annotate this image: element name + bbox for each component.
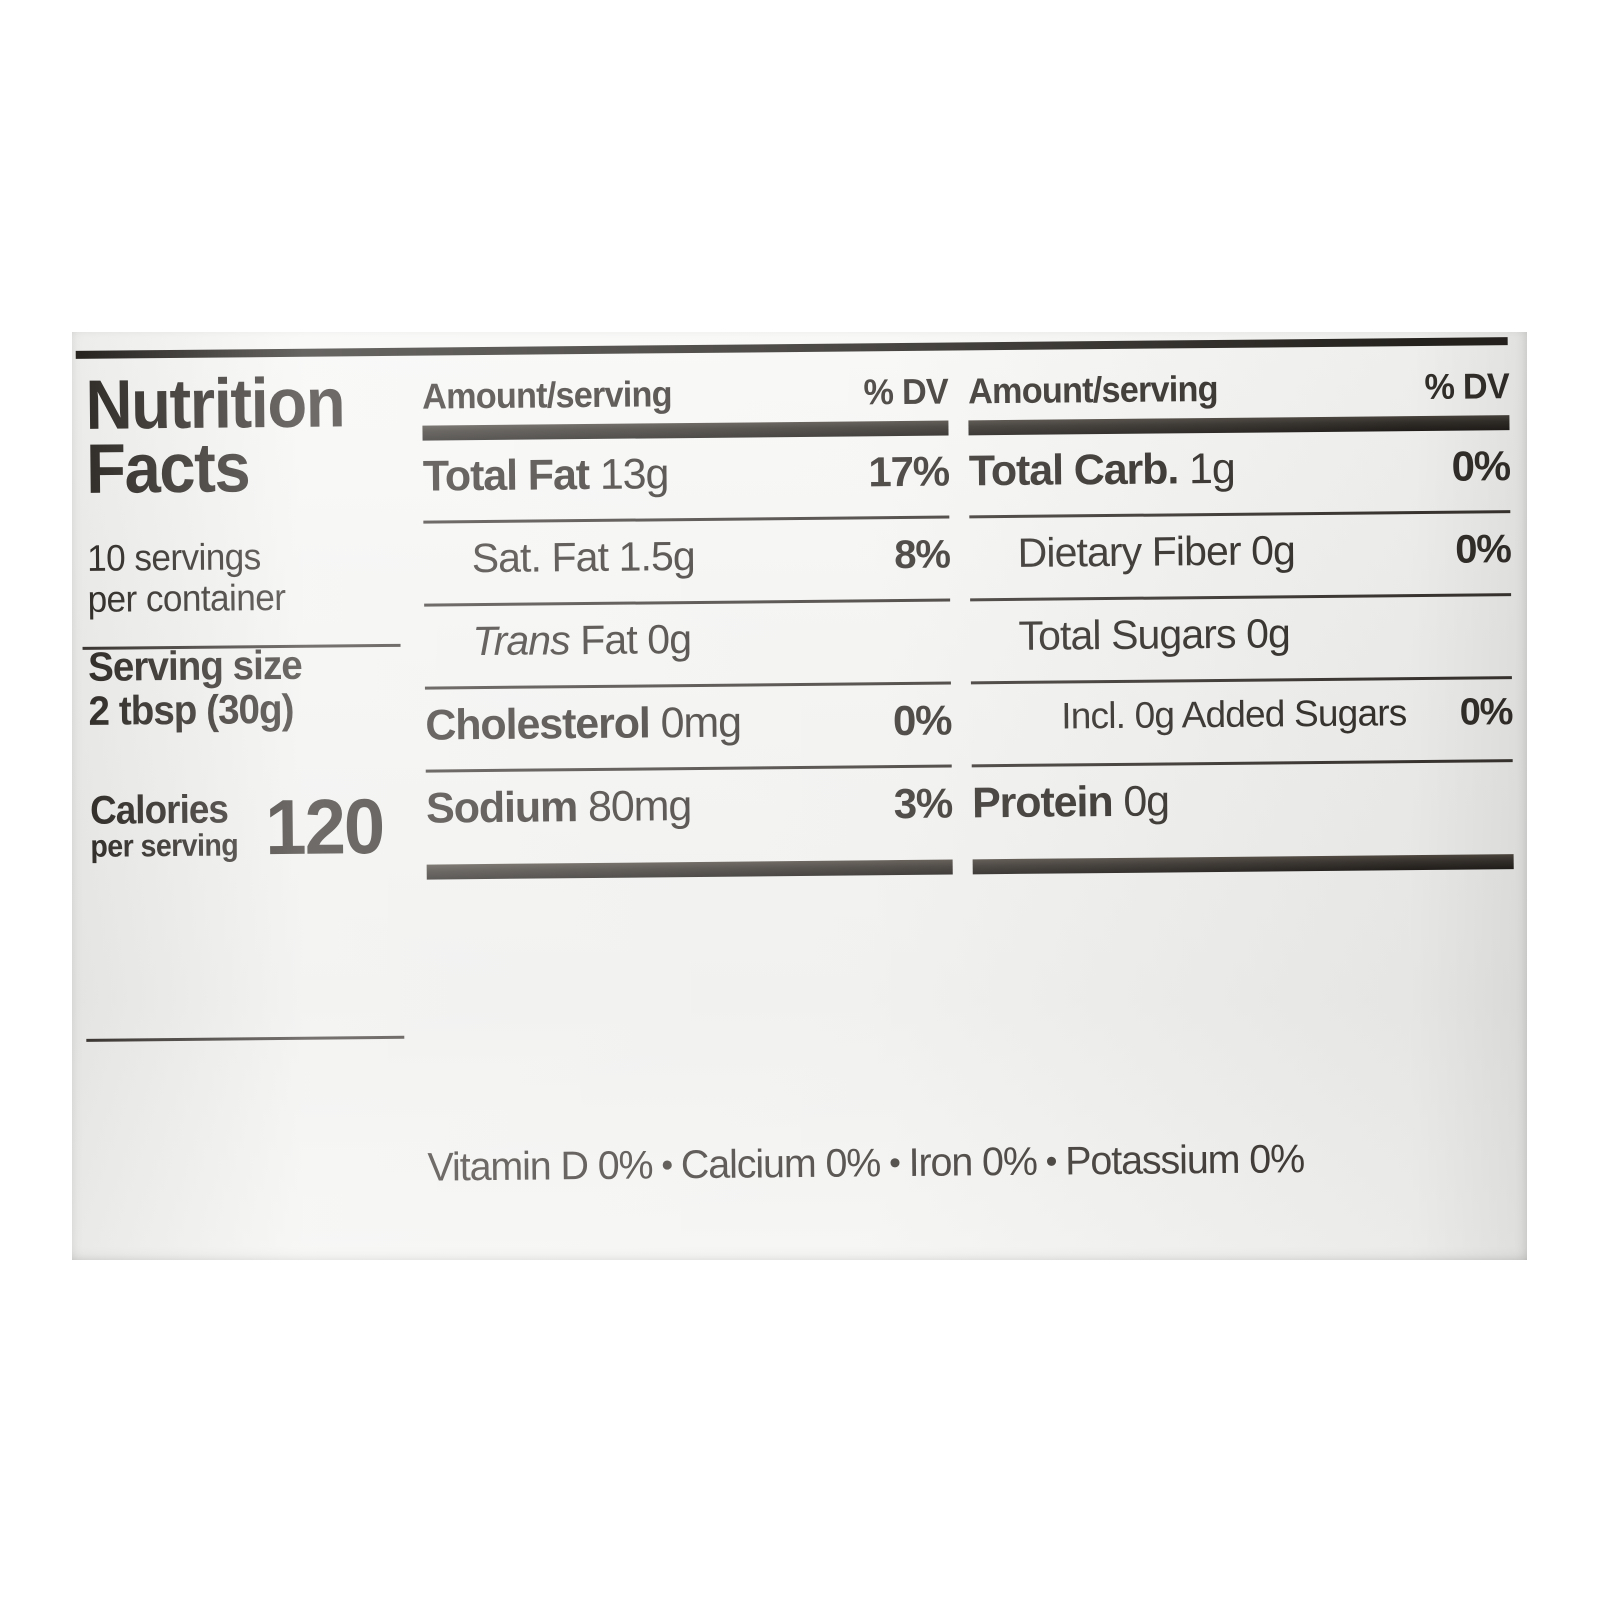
micronutrient-item: Calcium 0% — [680, 1141, 881, 1188]
nutrient-row: Incl. 0g Added Sugars 0% — [969, 679, 1515, 764]
nutrient-row: Protein 0g — [970, 762, 1516, 847]
nutrient-amount: 0g — [1235, 610, 1291, 657]
calories-label: Calories per serving — [89, 787, 239, 864]
header-percent-dv-right: % DV — [1424, 365, 1510, 407]
nutrient-percent-dv: 0% — [1459, 691, 1513, 734]
nutrient-amount: 13g — [588, 450, 669, 500]
nutrient-row: Cholesterol 0mg 0% — [423, 685, 954, 770]
nutrient-name: Dietary Fiber 0g — [1017, 527, 1296, 576]
nutrient-amount: 0g — [1240, 527, 1296, 574]
calories-sublabel: per serving — [90, 827, 239, 864]
left-rule-under-serving-size — [86, 1035, 405, 1042]
nutrient-percent-dv: 8% — [894, 532, 950, 578]
nutrition-facts-label-panel: Nutrition Facts 10 servings per containe… — [72, 332, 1527, 1260]
nutrient-amount: 1g — [1177, 444, 1235, 494]
header-amount-per-serving-right: Amount/serving — [967, 367, 1218, 412]
nutrient-amount: 0mg — [649, 698, 742, 748]
calories-value: 120 — [264, 781, 384, 871]
nutrient-name: Total Carb. 1g — [968, 444, 1235, 496]
micronutrient-separator-dot: • — [661, 1146, 673, 1185]
nutrient-row: Total Fat 13g 17% — [421, 436, 952, 521]
nutrient-percent-dv: 0% — [892, 696, 952, 745]
nutrient-row: Trans Fat 0g — [422, 602, 953, 687]
nutrient-row: Sat. Fat 1.5g 8% — [421, 519, 952, 604]
nutrient-rows-right: Total Carb. 1g 0% Dietary Fiber 0g 0% Total … — [967, 430, 1516, 847]
nutrient-row: Sodium 80mg 3% — [424, 768, 955, 853]
title-line-facts: Facts — [85, 428, 250, 509]
micronutrient-separator-dot: • — [1045, 1142, 1057, 1181]
nutrient-name: Total Sugars 0g — [1018, 610, 1291, 659]
nutrient-row: Total Sugars 0g — [968, 596, 1514, 681]
micronutrient-row: Vitamin D 0% • Calcium 0% • Iron 0% • Potassiu… — [427, 1135, 1501, 1190]
nutrient-percent-dv: 0% — [1451, 442, 1511, 490]
micronutrient-item: Potassium 0% — [1064, 1137, 1305, 1184]
nutrient-row: Total Carb. 1g 0% — [967, 430, 1513, 515]
calories-word: Calories — [89, 787, 229, 833]
nutrient-amount: 0g — [1112, 777, 1170, 826]
page-title: Nutrition Facts — [76, 352, 384, 509]
nutrient-amount: 1.5g — [607, 532, 695, 580]
column-header-right: Amount/serving % DV — [966, 341, 1512, 418]
label-left-block: Nutrition Facts 10 servings per containe… — [76, 352, 411, 871]
nutrient-name: Protein 0g — [971, 777, 1170, 828]
column-foot-bar-middle — [426, 859, 953, 880]
nutrient-rows-middle: Total Fat 13g 17% Sat. Fat 1.5g 8% Trans Fat… — [421, 436, 955, 853]
nutrient-name-italic-prefix: Trans — [472, 617, 581, 665]
nutrient-amount: 0g — [636, 616, 692, 663]
header-amount-per-serving: Amount/serving — [421, 373, 673, 417]
servings-count: 10 servings — [86, 535, 261, 579]
header-percent-dv: % DV — [863, 370, 949, 413]
nutrient-name: Incl. 0g Added Sugars — [1061, 692, 1407, 737]
micronutrient-item: Vitamin D 0% — [427, 1143, 653, 1190]
nutrient-name: Sodium 80mg — [425, 782, 692, 833]
calories-row: Calories per serving 120 — [80, 781, 411, 871]
micronutrient-item: Iron 0% — [908, 1139, 1038, 1185]
nutrient-percent-dv: 0% — [1455, 527, 1511, 572]
micronutrient-separator-dot: • — [888, 1144, 900, 1183]
nutrient-amount: 80mg — [576, 782, 692, 832]
nutrient-name: Trans Fat 0g — [472, 616, 692, 665]
nutrient-percent-dv: 3% — [893, 779, 953, 828]
nutrient-row: Dietary Fiber 0g 0% — [967, 513, 1513, 598]
nutrition-column-right: Amount/serving % DV Total Carb. 1g 0% Diet… — [966, 341, 1516, 875]
nutrition-column-middle: Amount/serving % DV Total Fat 13g 17% Sat.… — [420, 347, 955, 880]
servings-per-container: per container — [87, 577, 286, 621]
column-header-middle: Amount/serving % DV — [420, 347, 951, 424]
nutrient-name: Sat. Fat 1.5g — [471, 532, 695, 582]
nutrient-name: Cholesterol 0mg — [425, 698, 742, 750]
nutrient-percent-dv: 17% — [868, 447, 950, 496]
column-foot-bar-right — [972, 854, 1514, 875]
serving-size-value: 2 tbsp (30g) — [88, 685, 294, 734]
nutrient-name: Total Fat 13g — [422, 450, 669, 501]
